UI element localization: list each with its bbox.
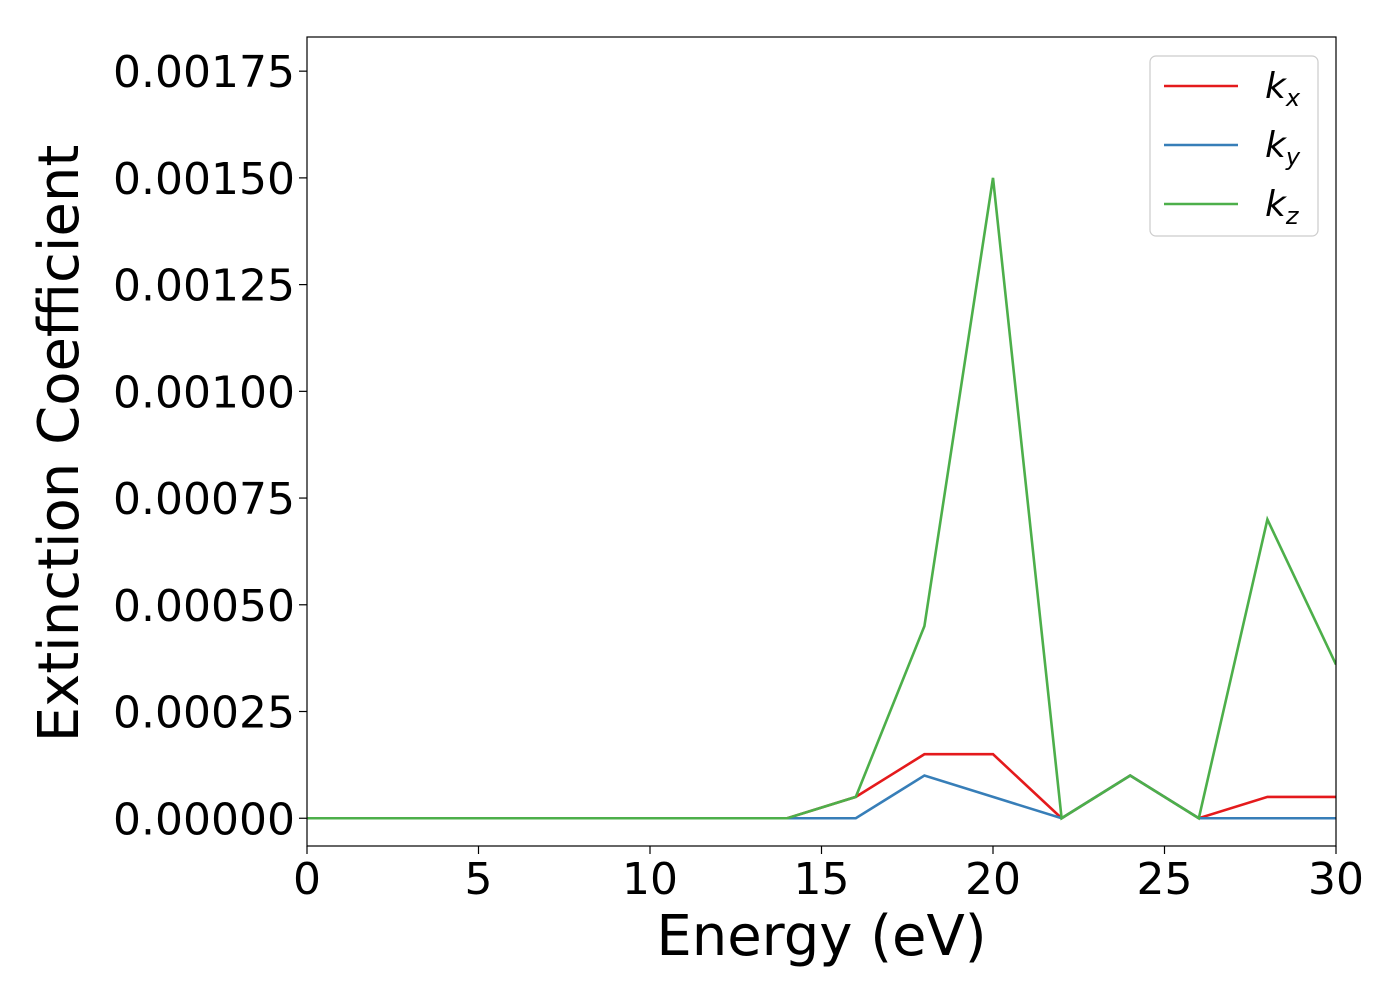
x-tick-label: 0 [293, 854, 321, 905]
y-axis: 0.00000 0.00025 0.00050 0.00075 0.00100 0.001… [113, 47, 307, 845]
y-tick-label: 0.00100 [113, 367, 295, 418]
y-tick-label: 0.00000 [113, 794, 295, 845]
y-tick-label: 0.00050 [113, 581, 295, 632]
y-tick-label: 0.00125 [113, 261, 295, 312]
x-axis: 0 5 10 15 20 25 30 [293, 846, 1364, 905]
y-tick-label: 0.00025 [113, 688, 295, 739]
y-tick-label: 0.00175 [113, 47, 295, 98]
x-tick-label: 5 [465, 854, 493, 905]
series-layer [307, 177, 1336, 821]
x-tick-label: 15 [794, 854, 850, 905]
legend-label-kz: kz [1265, 184, 1300, 230]
legend-label-ky: ky [1265, 125, 1301, 171]
x-tick-label: 10 [622, 854, 678, 905]
legend: kx ky kz [1149, 55, 1319, 237]
y-tick-label: 0.00075 [113, 474, 295, 525]
x-tick-label: 25 [1137, 854, 1193, 905]
legend-label-kx: kx [1265, 66, 1301, 112]
x-axis-title: Energy (eV) [656, 904, 986, 969]
x-tick-label: 30 [1308, 854, 1364, 905]
y-axis-title: Extinction Coefficient [27, 145, 92, 743]
series-line-kz [307, 177, 1336, 821]
x-tick-label: 20 [965, 854, 1021, 905]
y-tick-label: 0.00150 [113, 154, 295, 205]
